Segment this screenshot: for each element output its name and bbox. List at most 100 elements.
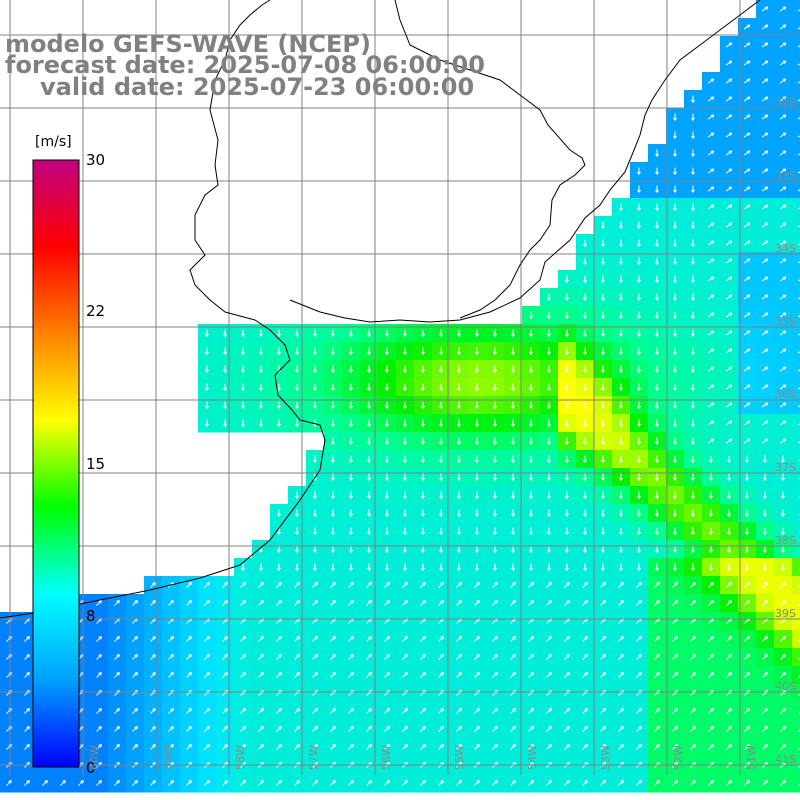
wind-arrow (439, 401, 443, 409)
wind-arrow (421, 509, 425, 517)
wind-arrow (600, 780, 606, 786)
wind-arrow (150, 780, 156, 786)
wind-arrow (259, 329, 263, 337)
wind-arrow (762, 654, 768, 660)
wind-arrow (761, 240, 769, 246)
wind-arrow (438, 582, 444, 588)
wind-arrow (619, 311, 623, 319)
wind-arrow (402, 582, 408, 588)
wind-arrow (547, 383, 551, 391)
wind-arrow (186, 672, 192, 678)
wind-arrow (619, 257, 623, 265)
wind-arrow (707, 222, 715, 228)
wind-arrow (403, 491, 407, 499)
wind-arrow (691, 275, 695, 283)
wind-arrow (779, 222, 787, 228)
wind-arrow (204, 780, 210, 786)
wind-arrow (636, 744, 642, 750)
wind-arrow (348, 600, 354, 606)
wind-arrow (403, 419, 407, 427)
wind-arrow (492, 726, 498, 732)
wind-arrow (655, 239, 659, 247)
wind-arrow (186, 726, 192, 732)
wind-arrow (313, 509, 317, 517)
wind-arrow (727, 527, 731, 535)
wind-arrow (277, 509, 281, 517)
wind-arrow (132, 744, 138, 750)
wind-arrow (510, 726, 516, 732)
wind-arrow (492, 672, 498, 678)
wind-arrow (205, 365, 209, 373)
wind-arrow (781, 563, 785, 571)
wind-arrow (673, 365, 677, 373)
wind-arrow (277, 347, 281, 355)
wind-arrow (673, 203, 677, 211)
wind-arrow (186, 600, 192, 606)
wind-arrow (583, 383, 587, 391)
wind-arrow (204, 636, 210, 642)
wind-arrow (798, 711, 800, 714)
wind-arrow (565, 419, 569, 427)
wind-arrow (744, 744, 750, 750)
wind-arrow (601, 563, 605, 571)
wind-arrow (707, 348, 715, 354)
wind-arrow (673, 347, 677, 355)
wind-arrow (725, 60, 733, 66)
wind-arrow (24, 708, 30, 714)
wind-arrow (222, 708, 228, 714)
wind-arrow (673, 275, 677, 283)
wind-arrow (313, 527, 317, 535)
wind-arrow (403, 365, 407, 373)
field-cell (792, 72, 800, 91)
wind-arrow (546, 600, 552, 606)
wind-arrow (761, 168, 769, 174)
wind-arrow (60, 780, 66, 786)
wind-arrow (150, 672, 156, 678)
wind-arrow (403, 329, 407, 337)
wind-arrow (114, 780, 120, 786)
wind-arrow (493, 329, 497, 337)
wind-arrow (744, 582, 750, 588)
wind-arrow (456, 654, 462, 660)
wind-arrow (385, 491, 389, 499)
wind-arrow (457, 437, 461, 445)
wind-arrow (222, 654, 228, 660)
wind-arrow (655, 509, 659, 517)
wind-arrow (547, 401, 551, 409)
wind-arrow (655, 455, 659, 463)
wind-arrow (583, 311, 587, 319)
wind-arrow (779, 168, 787, 174)
wind-arrow (403, 401, 407, 409)
field-cell (792, 720, 800, 739)
wind-arrow (601, 239, 605, 247)
wind-arrow (511, 473, 515, 481)
field-cell (792, 234, 800, 253)
wind-arrow (367, 329, 371, 337)
wind-arrow (672, 708, 678, 714)
wind-arrow (565, 473, 569, 481)
wind-arrow (779, 258, 787, 264)
wind-arrow (763, 545, 767, 553)
wind-arrow (583, 239, 587, 247)
wind-arrow (331, 329, 335, 337)
wind-arrow (655, 419, 659, 427)
wind-arrow (511, 383, 515, 391)
wind-arrow (168, 672, 174, 678)
wind-arrow (403, 437, 407, 445)
wind-arrow (384, 726, 390, 732)
wind-arrow (330, 582, 336, 588)
wind-arrow (655, 563, 659, 571)
wind-arrow (761, 96, 769, 102)
wind-arrow (474, 600, 480, 606)
wind-arrow (601, 419, 605, 427)
wind-arrow (150, 744, 156, 750)
wind-arrow (743, 402, 751, 408)
wind-arrow (456, 780, 462, 786)
wind-arrow (673, 383, 677, 391)
wind-arrow (438, 708, 444, 714)
lat-label: 36S (775, 388, 796, 401)
wind-arrow (402, 726, 408, 732)
wind-arrow (673, 473, 677, 481)
wind-arrow (725, 114, 733, 120)
wind-arrow (797, 315, 800, 318)
